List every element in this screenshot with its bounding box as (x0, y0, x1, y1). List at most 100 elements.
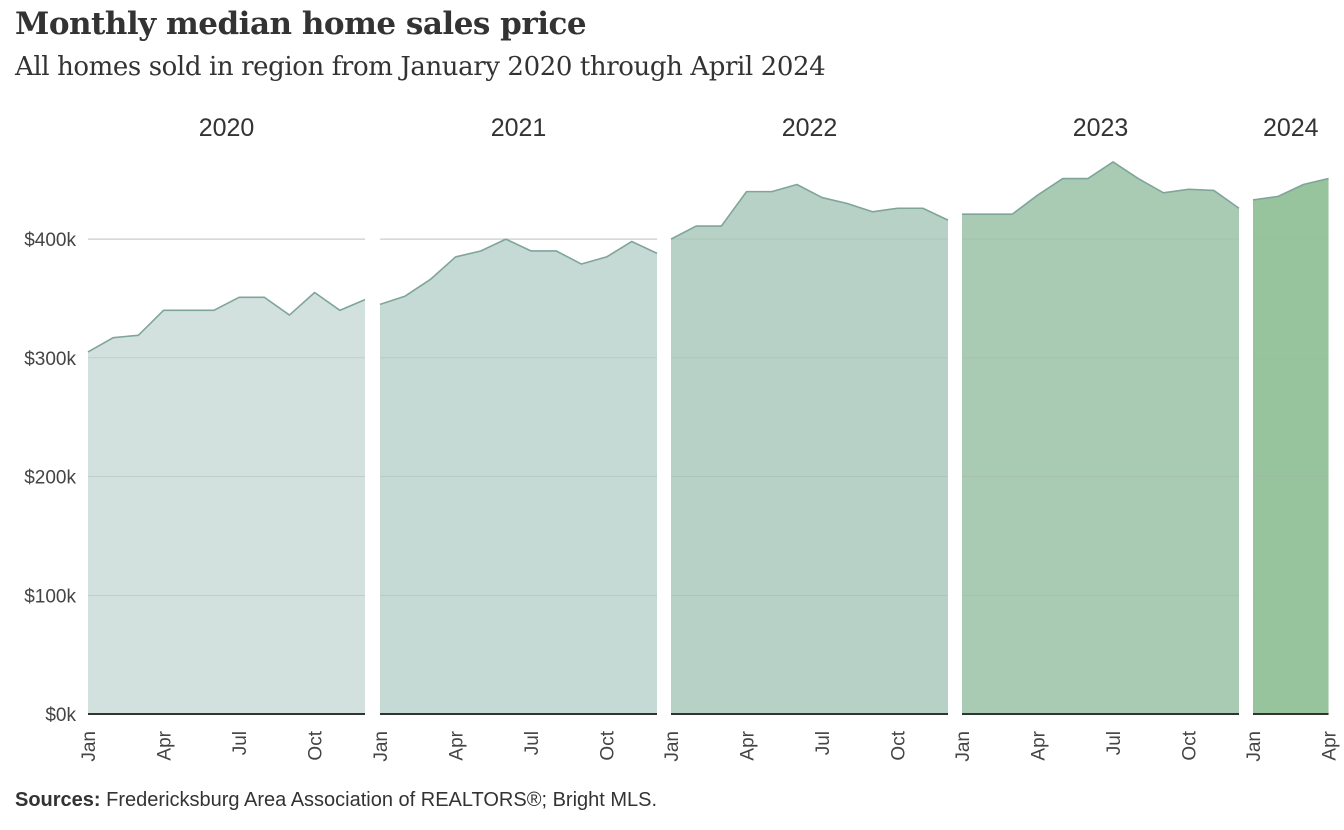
y-tick-label: $300k (24, 349, 76, 370)
data-point (162, 308, 166, 312)
x-tick-label: Jul (813, 731, 834, 755)
panel-year-label: 2024 (1263, 114, 1319, 142)
data-point (363, 298, 367, 302)
data-point (287, 313, 291, 317)
source-note: Sources: Fredericksburg Area Association… (15, 789, 657, 812)
line-2022 (670, 183, 949, 240)
x-tick-label: Jan (662, 731, 683, 762)
data-point (1187, 187, 1191, 191)
x-tick-label: Jan (79, 731, 100, 762)
data-point (86, 350, 90, 354)
y-tick-label: $400k (24, 230, 76, 251)
data-point (946, 218, 950, 222)
data-point (820, 196, 824, 200)
source-label: Sources: (15, 789, 101, 811)
data-point (554, 249, 558, 253)
panel-2020: 2020 Jan Apr Jul Oct (79, 114, 367, 762)
data-point (428, 277, 432, 281)
panel-year-label: 2021 (491, 114, 547, 142)
data-point (454, 255, 458, 259)
data-point (1237, 206, 1241, 210)
data-point (896, 206, 900, 210)
data-point (1301, 182, 1305, 186)
line-2020 (87, 291, 366, 353)
data-point (1212, 188, 1216, 192)
line-2023 (962, 161, 1240, 215)
data-point (212, 308, 216, 312)
x-tick-label: Apr (447, 730, 468, 760)
panel-year-label: 2020 (199, 114, 255, 142)
data-point (985, 212, 989, 216)
data-point (745, 190, 749, 194)
x-tick-label: Apr (1320, 730, 1341, 760)
panel-2021: 2021 Jan Apr Jul Oct (371, 114, 659, 762)
panel-2022: 2022 Jan Apr Jul Oct (662, 114, 950, 762)
y-tick-label: $200k (24, 468, 76, 489)
data-point (403, 294, 407, 298)
panel-year-label: 2023 (1073, 114, 1129, 142)
panel-2023: 2023 Jan Apr Jul Oct (953, 114, 1241, 762)
data-point (579, 262, 583, 266)
x-tick-label: Apr (1029, 730, 1050, 760)
data-point (262, 295, 266, 299)
area-2023 (962, 161, 1239, 714)
area-2024 (1253, 178, 1329, 714)
data-point (770, 190, 774, 194)
data-point (1086, 177, 1090, 181)
x-tick-label: Oct (598, 730, 619, 760)
chart-title: Monthly median home sales price (15, 6, 587, 42)
chart-subtitle: All homes sold in region from January 20… (15, 52, 826, 82)
data-point (1251, 198, 1255, 202)
data-point (1327, 177, 1331, 181)
data-point (1276, 194, 1280, 198)
data-point (378, 302, 382, 306)
data-point (1061, 177, 1065, 181)
x-tick-label: Jan (1244, 731, 1265, 762)
line-2021 (379, 238, 658, 306)
data-point (605, 255, 609, 259)
x-tick-label: Oct (1180, 730, 1201, 760)
panel-2024: 2024 Jan Apr (1244, 114, 1341, 762)
data-point (187, 308, 191, 312)
line-2024 (1252, 177, 1329, 201)
data-point (1036, 193, 1040, 197)
source-text: Fredericksburg Area Association of REALT… (106, 789, 658, 811)
data-point (479, 249, 483, 253)
x-tick-label: Oct (306, 730, 327, 760)
data-point (111, 336, 115, 340)
x-tick-label: Jan (371, 731, 392, 762)
x-tick-label: Apr (155, 730, 176, 760)
data-point (529, 249, 533, 253)
data-point (504, 237, 508, 241)
data-point (237, 295, 241, 299)
y-tick-label: $100k (24, 586, 76, 607)
data-point (870, 210, 874, 214)
data-point (960, 212, 964, 216)
area-2022 (671, 184, 948, 715)
data-point (694, 224, 698, 228)
data-point (136, 333, 140, 337)
data-point (1010, 212, 1014, 216)
data-point (313, 291, 317, 295)
data-point (1136, 177, 1140, 181)
x-tick-label: Jan (953, 731, 974, 762)
y-tick-label: $0k (45, 705, 76, 726)
area-2020 (88, 292, 365, 714)
data-point (630, 239, 634, 243)
data-point (1111, 160, 1115, 164)
data-point (795, 182, 799, 186)
panel-year-label: 2022 (782, 114, 838, 142)
data-point (338, 308, 342, 312)
data-point (1161, 191, 1165, 195)
data-point (921, 206, 925, 210)
x-tick-label: Apr (738, 730, 759, 760)
data-point (655, 251, 659, 255)
x-tick-label: Jul (1104, 731, 1125, 755)
data-point (669, 237, 673, 241)
data-point (845, 201, 849, 205)
data-point (719, 224, 723, 228)
x-tick-label: Oct (889, 730, 910, 760)
x-tick-label: Jul (522, 731, 543, 755)
x-tick-label: Jul (230, 731, 251, 755)
